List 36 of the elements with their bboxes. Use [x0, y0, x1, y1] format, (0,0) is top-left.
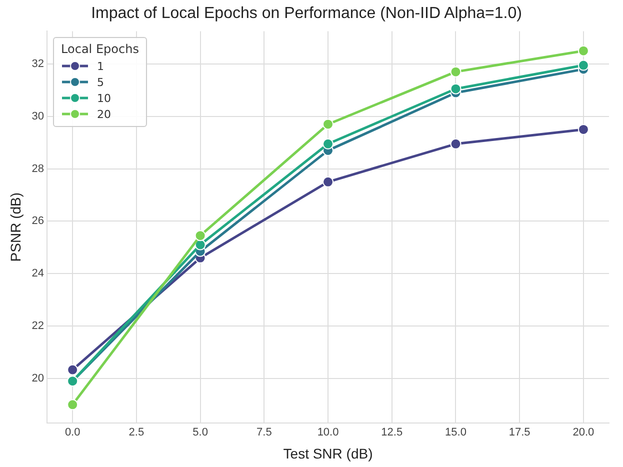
y-tick-label: 32 [32, 58, 44, 70]
point [450, 138, 462, 150]
point [578, 45, 589, 56]
x-tick-label: 5.0 [192, 426, 208, 439]
x-tick-label: 15.0 [445, 426, 466, 439]
y-tick-label: 28 [32, 162, 44, 175]
y-tick-label: 20 [32, 372, 44, 384]
x-tick-label: 10.0 [317, 426, 339, 439]
point [450, 66, 462, 78]
point [322, 176, 334, 188]
point [450, 83, 462, 94]
point [194, 230, 206, 242]
x-tick-label: 2.5 [128, 426, 144, 439]
y-tick-label: 22 [32, 320, 44, 332]
point [578, 124, 589, 135]
point [578, 60, 589, 71]
x-axis-title: Test SNR (dB) [283, 445, 373, 462]
legend-title: Local Epochs [61, 42, 139, 56]
chart-title: Impact of Local Epochs on Performance (Non-IID Alpha=1.0) [91, 5, 522, 22]
legend-label: 10 [97, 92, 112, 105]
x-tick-label: 17.5 [508, 426, 530, 439]
point [322, 138, 334, 150]
legend-label: 20 [97, 108, 112, 121]
x-tick-label: 7.5 [256, 426, 272, 439]
point [67, 399, 78, 410]
y-tick-label: 26 [32, 215, 44, 228]
y-tick-label: 30 [32, 110, 44, 122]
point [322, 118, 334, 130]
legend-label: 5 [97, 76, 104, 89]
legend-label: 1 [97, 60, 104, 73]
point [67, 364, 78, 376]
x-tick-label: 20.0 [572, 426, 594, 439]
y-axis-title: PSNR (dB) [7, 192, 24, 262]
x-tick-label: 0.0 [64, 426, 80, 439]
x-tick-label: 12.5 [381, 426, 403, 439]
y-tick-label: 24 [32, 268, 44, 280]
